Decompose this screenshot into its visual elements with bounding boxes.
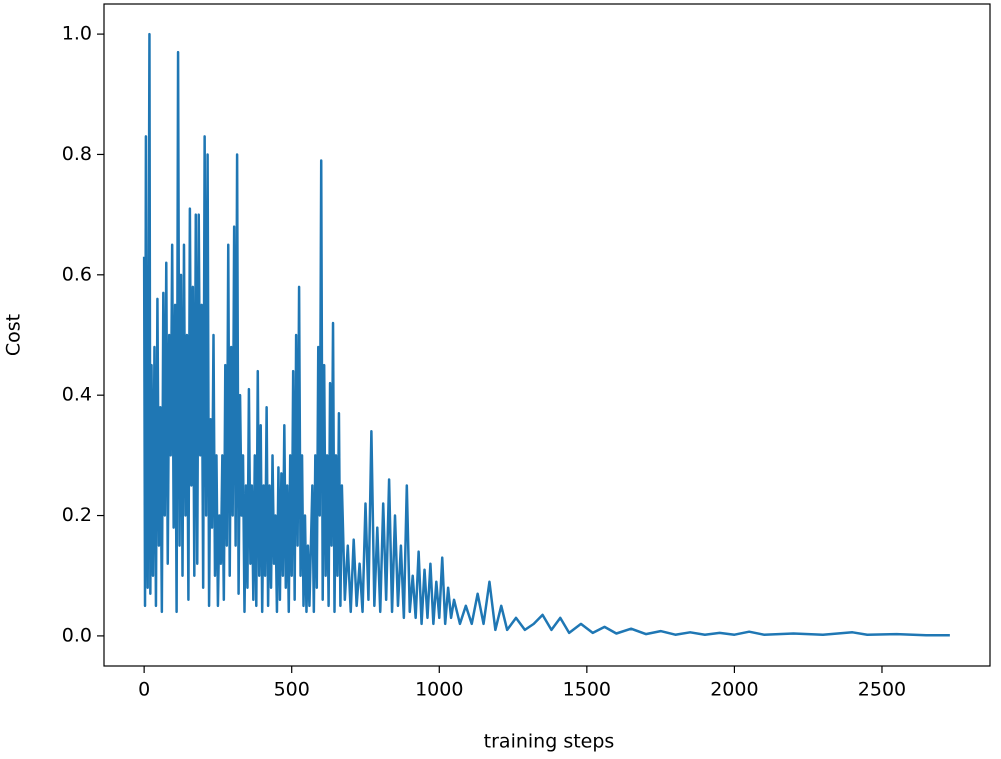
y-tick-label: 0.8 bbox=[62, 143, 92, 165]
x-tick-label: 0 bbox=[138, 679, 150, 701]
y-tick-label: 1.0 bbox=[62, 23, 92, 45]
plot-frame bbox=[103, 3, 991, 667]
y-axis-label: Cost bbox=[3, 314, 25, 356]
x-tick-label: 1500 bbox=[563, 679, 611, 701]
y-tick-label: 0.4 bbox=[62, 384, 92, 406]
x-tick-label: 2500 bbox=[858, 679, 906, 701]
x-tick-label: 500 bbox=[274, 679, 310, 701]
y-tick-label: 0.6 bbox=[62, 263, 92, 285]
y-tick-label: 0.0 bbox=[62, 624, 92, 646]
x-tick-label: 1000 bbox=[415, 679, 463, 701]
x-tick-label: 2000 bbox=[710, 679, 758, 701]
line-series bbox=[142, 32, 950, 637]
y-tick-label: 0.2 bbox=[62, 504, 92, 526]
x-axis-label: training steps bbox=[484, 731, 615, 753]
